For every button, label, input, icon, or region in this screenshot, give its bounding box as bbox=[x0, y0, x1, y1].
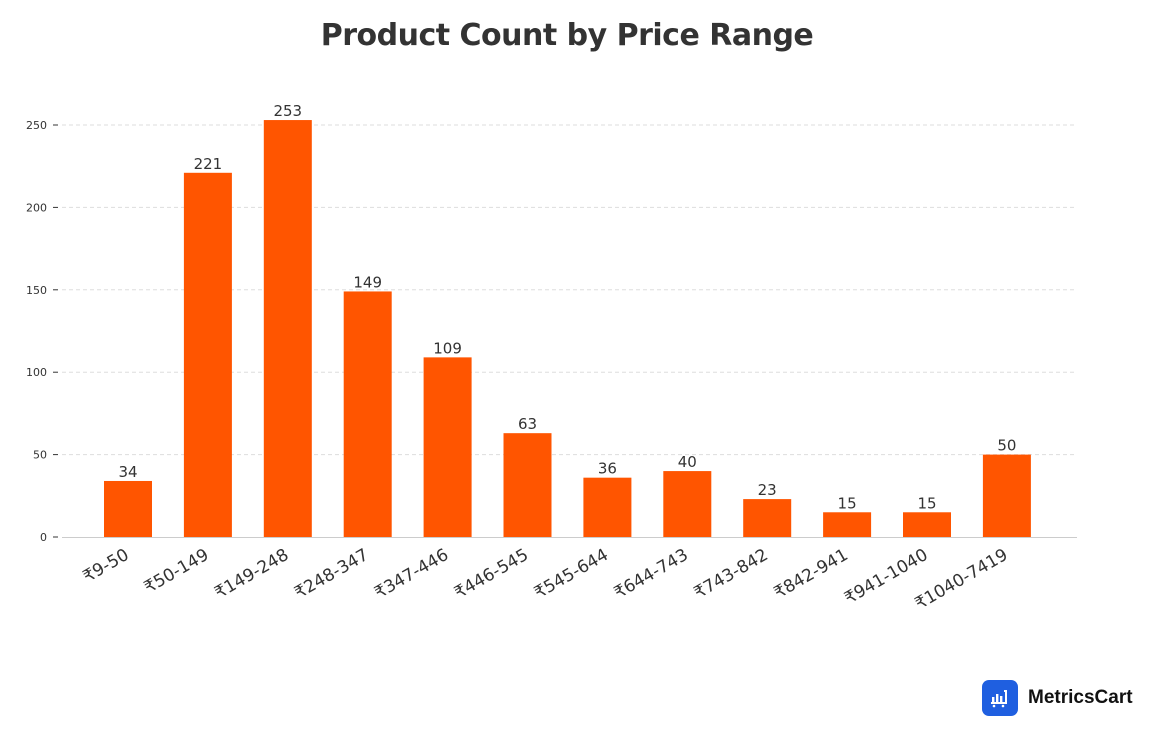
bar-value-label: 15 bbox=[838, 494, 857, 512]
bar-value-label: 221 bbox=[194, 155, 223, 173]
brand-watermark: MetricsCart bbox=[982, 680, 1133, 716]
bar bbox=[423, 357, 472, 537]
x-tick-label: ₹347-446 bbox=[371, 545, 452, 603]
y-tick-label: 100 bbox=[26, 366, 47, 379]
bar-value-label: 40 bbox=[678, 453, 697, 471]
bar-group: 63 bbox=[503, 415, 552, 537]
brand-name: MetricsCart bbox=[1028, 687, 1133, 708]
bars: 34 221 253 149 109 63 36 40 23 15 15 50 bbox=[104, 102, 1031, 538]
bar-value-label: 15 bbox=[917, 494, 936, 512]
x-tick-label: ₹149-248 bbox=[211, 545, 292, 603]
bar bbox=[663, 471, 712, 537]
bar-value-label: 34 bbox=[118, 463, 137, 481]
bar-chart-cart-icon bbox=[982, 680, 1018, 716]
bar-group: 15 bbox=[903, 494, 951, 537]
bar-value-label: 149 bbox=[353, 273, 382, 291]
y-axis: 0 50 100 150 200 250 bbox=[26, 119, 58, 544]
y-tick: 50 bbox=[33, 449, 58, 462]
x-tick-label: ₹545-644 bbox=[531, 545, 612, 603]
x-tick-label: ₹644-743 bbox=[611, 545, 692, 603]
bar bbox=[982, 454, 1031, 537]
bar-group: 36 bbox=[583, 460, 632, 537]
bar bbox=[343, 291, 392, 537]
y-tick: 150 bbox=[26, 284, 58, 297]
bar bbox=[503, 433, 552, 537]
bar-value-label: 50 bbox=[997, 437, 1016, 455]
bar-group: 253 bbox=[263, 102, 312, 537]
bar-value-label: 23 bbox=[758, 481, 777, 499]
x-axis: ₹9-50 ₹50-149 ₹149-248 ₹248-347 ₹347-446 ₹446… bbox=[80, 545, 1012, 614]
bar bbox=[104, 480, 152, 537]
x-tick-label: ₹842-941 bbox=[771, 545, 852, 603]
y-tick-label: 50 bbox=[33, 449, 47, 462]
bar-group: 34 bbox=[104, 463, 152, 537]
x-tick-label: ₹248-347 bbox=[291, 545, 372, 603]
x-tick-label: ₹743-842 bbox=[691, 545, 772, 603]
bar-group: 221 bbox=[183, 155, 232, 538]
bar bbox=[263, 120, 312, 537]
y-tick-label: 0 bbox=[40, 531, 47, 544]
bar bbox=[823, 512, 872, 537]
chart-title: Product Count by Price Range bbox=[320, 18, 814, 53]
x-tick-label: ₹9-50 bbox=[80, 545, 133, 587]
bar-group: 40 bbox=[663, 453, 712, 537]
bar bbox=[903, 512, 951, 537]
bar-value-label: 63 bbox=[518, 415, 537, 433]
bar-group: 109 bbox=[423, 339, 472, 537]
y-tick-label: 150 bbox=[26, 284, 47, 297]
bar-group: 149 bbox=[343, 273, 392, 537]
y-tick: 0 bbox=[40, 531, 58, 544]
bar bbox=[183, 172, 232, 538]
y-tick: 100 bbox=[26, 366, 58, 379]
bar bbox=[583, 477, 632, 537]
bar bbox=[743, 499, 792, 537]
x-tick-label: ₹50-149 bbox=[141, 545, 213, 598]
bar-value-label: 253 bbox=[273, 102, 302, 120]
y-tick: 200 bbox=[26, 201, 58, 214]
bar-group: 23 bbox=[743, 481, 792, 537]
bar-group: 15 bbox=[823, 494, 872, 537]
x-tick-label: ₹446-545 bbox=[451, 545, 532, 603]
bar-value-label: 36 bbox=[598, 460, 617, 478]
y-tick-label: 200 bbox=[26, 201, 47, 214]
y-tick: 250 bbox=[26, 119, 58, 132]
bar-group: 50 bbox=[982, 437, 1031, 537]
y-tick-label: 250 bbox=[26, 119, 47, 132]
bar-value-label: 109 bbox=[433, 339, 462, 357]
